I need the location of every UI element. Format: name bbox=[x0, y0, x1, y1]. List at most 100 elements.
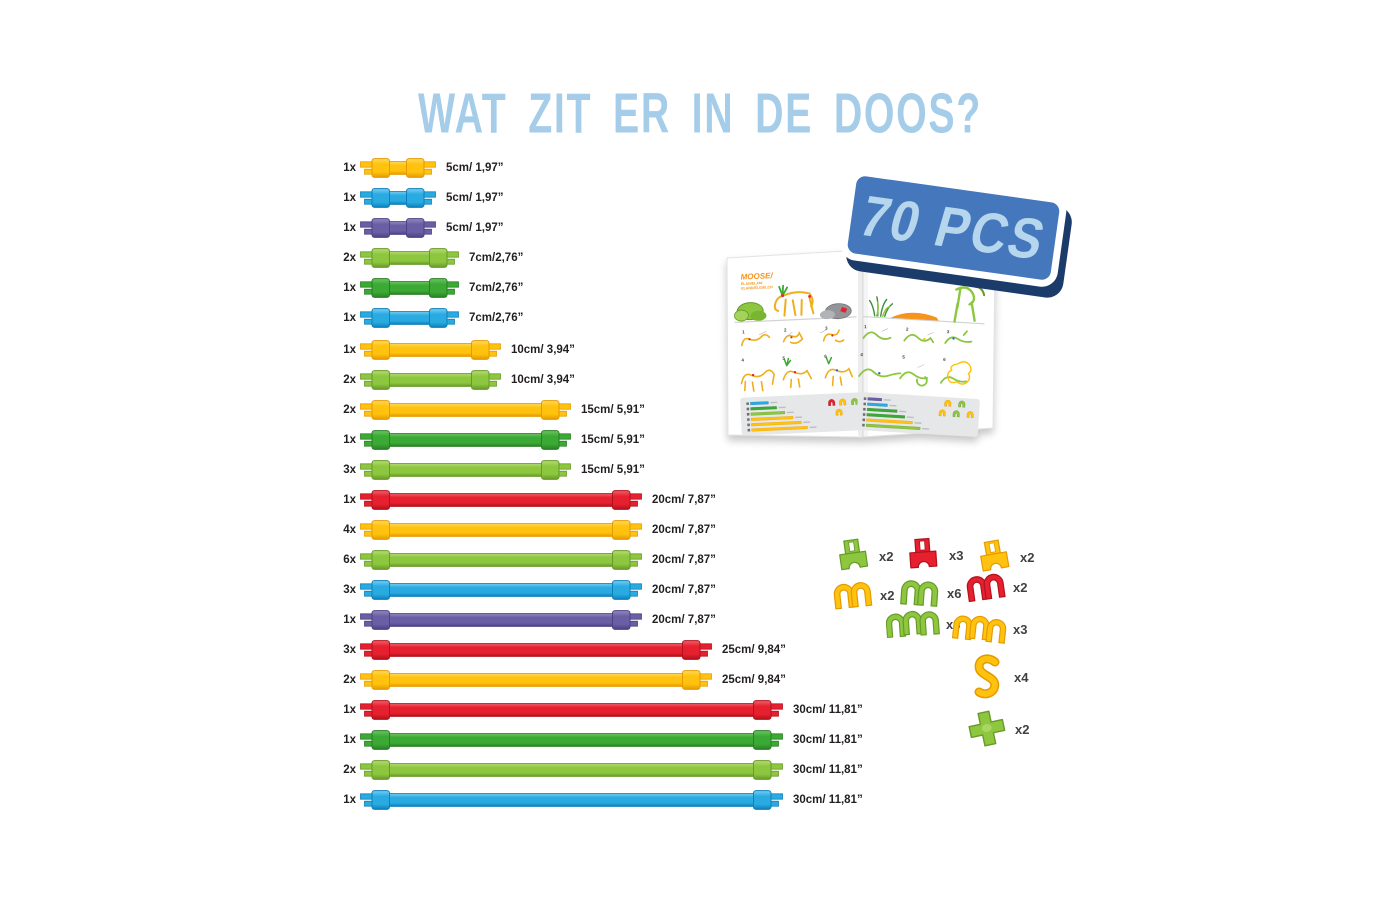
connector-item: x3 bbox=[951, 611, 1028, 647]
clip3-connector-icon bbox=[951, 615, 1007, 644]
rod-graphic-blue bbox=[360, 790, 783, 810]
rod-size-label: 15cm/ 5,91” bbox=[581, 464, 645, 476]
booklet-step-number: 6 bbox=[824, 354, 827, 359]
rod-size-label: 30cm/ 11,81” bbox=[793, 764, 863, 776]
booklet-step-number: 4 bbox=[860, 352, 863, 357]
rod-row: 1x 20cm/ 7,87” bbox=[332, 610, 716, 630]
booklet-subtitle: ELAND/ELG/ELCH bbox=[741, 285, 773, 290]
booklet-graphic: MOOSE/ ELAN/ELAN/ELAND/ELG/ELCH bbox=[726, 249, 996, 438]
rocks-illustration bbox=[819, 303, 852, 320]
booklet-step-number: 5 bbox=[902, 355, 905, 360]
rod-size-label: 20cm/ 7,87” bbox=[652, 584, 716, 596]
connector-quantity: x4 bbox=[1014, 669, 1029, 685]
rod-graphic-yellow bbox=[360, 670, 712, 690]
booklet-spine-shadow bbox=[858, 250, 863, 437]
piece-count-text: 70 PCS bbox=[853, 183, 1054, 273]
rod-quantity: 1x bbox=[343, 192, 356, 204]
booklet-step-number: 2 bbox=[784, 328, 787, 333]
connector-quantity: x2 bbox=[1015, 721, 1030, 737]
rod-row: 1x 5cm/ 1,97” bbox=[332, 218, 504, 238]
rod-size-label: 25cm/ 9,84” bbox=[722, 674, 786, 686]
rod-graphic-yellow bbox=[360, 520, 642, 540]
page-title: WAT ZIT ER IN DE DOOS? bbox=[418, 83, 982, 146]
booklet-right-step-numbers: 1 2 3 4 5 6 bbox=[860, 324, 950, 362]
connector-item: x2 bbox=[832, 577, 894, 613]
rod-graphic-yellow bbox=[360, 400, 571, 420]
rod-row: 6x 20cm/ 7,87” bbox=[332, 550, 716, 570]
rod-graphic-lightgreen bbox=[360, 248, 459, 268]
rod-size-label: 7cm/2,76” bbox=[469, 282, 524, 294]
rod-row: 3x 15cm/ 5,91” bbox=[332, 460, 645, 480]
rod-row: 1x 10cm/ 3,94” bbox=[332, 340, 575, 360]
rod-size-label: 10cm/ 3,94” bbox=[511, 374, 575, 386]
connector-quantity: x2 bbox=[879, 548, 894, 564]
rod-row: 4x 20cm/ 7,87” bbox=[332, 520, 716, 540]
connector-quantity: x6 bbox=[947, 585, 962, 601]
booklet-step-number: 5 bbox=[782, 356, 785, 361]
rod-row: 2x 30cm/ 11,81” bbox=[332, 760, 863, 780]
tee-connector-icon bbox=[909, 537, 938, 569]
rod-quantity: 1x bbox=[343, 434, 356, 446]
rod-quantity: 2x bbox=[343, 252, 356, 264]
rod-size-label: 15cm/ 5,91” bbox=[581, 434, 645, 446]
green-figure-illustration bbox=[953, 285, 986, 323]
rod-size-label: 30cm/ 11,81” bbox=[793, 734, 863, 746]
booklet-right-steps-art bbox=[858, 328, 973, 387]
connector-item: x2 bbox=[965, 708, 1029, 750]
rod-quantity: 1x bbox=[343, 614, 356, 626]
booklet-left-parts-bars bbox=[746, 398, 859, 432]
rod-quantity: 3x bbox=[343, 464, 356, 476]
rod-quantity: 6x bbox=[343, 554, 356, 566]
clip2-connector-icon bbox=[833, 582, 873, 610]
rod-graphic-green bbox=[360, 730, 783, 750]
rod-graphic-lightgreen bbox=[360, 460, 571, 480]
booklet-step-number: 6 bbox=[943, 357, 946, 362]
booklet-step-number: 1 bbox=[742, 329, 745, 334]
connector-item: x2 bbox=[974, 537, 1034, 577]
rod-quantity: 1x bbox=[343, 282, 356, 294]
rod-graphic-green bbox=[360, 278, 459, 298]
bush-illustration bbox=[733, 302, 767, 322]
booklet-left-step-numbers: 1 2 3 4 5 6 bbox=[741, 326, 828, 363]
rod-quantity: 1x bbox=[343, 312, 356, 324]
connector-item: x2 bbox=[833, 536, 893, 576]
clip3-connector-icon bbox=[885, 610, 940, 639]
connector-item: x2 bbox=[965, 569, 1027, 605]
rod-graphic-lightgreen bbox=[360, 760, 783, 780]
connector-quantity: x3 bbox=[1013, 621, 1028, 637]
tee-connector-icon bbox=[839, 538, 869, 571]
rod-graphic-red bbox=[360, 700, 783, 720]
rod-quantity: 2x bbox=[343, 674, 356, 686]
connector-quantity: x2 bbox=[1020, 549, 1035, 565]
rod-quantity: 1x bbox=[343, 734, 356, 746]
rod-size-label: 30cm/ 11,81” bbox=[793, 704, 863, 716]
rod-size-label: 20cm/ 7,87” bbox=[652, 554, 716, 566]
rod-size-label: 15cm/ 5,91” bbox=[581, 404, 645, 416]
booklet-step-number: 4 bbox=[741, 357, 744, 362]
rod-graphic-lightgreen bbox=[360, 550, 642, 570]
connector-item: x4 bbox=[966, 654, 1028, 700]
rod-size-label: 5cm/ 1,97” bbox=[446, 162, 504, 174]
connector-item: x6 bbox=[899, 575, 961, 611]
booklet-step-number: 2 bbox=[906, 327, 909, 332]
rod-quantity: 1x bbox=[343, 704, 356, 716]
booklet-step-number: 3 bbox=[825, 326, 828, 331]
rod-size-label: 20cm/ 7,87” bbox=[652, 494, 716, 506]
rod-graphic-lightgreen bbox=[360, 370, 501, 390]
rod-graphic-purple bbox=[360, 610, 642, 630]
tee-connector-icon bbox=[980, 539, 1010, 572]
rod-row: 1x 30cm/ 11,81” bbox=[332, 790, 863, 810]
rod-quantity: 4x bbox=[343, 524, 356, 536]
rod-graphic-blue bbox=[360, 308, 459, 328]
rod-quantity: 2x bbox=[343, 404, 356, 416]
rod-row: 2x 25cm/ 9,84” bbox=[332, 670, 786, 690]
rod-quantity: 1x bbox=[343, 162, 356, 174]
rod-size-label: 10cm/ 3,94” bbox=[511, 344, 575, 356]
rod-row: 1x 30cm/ 11,81” bbox=[332, 700, 863, 720]
connector-quantity: x2 bbox=[880, 587, 895, 603]
rod-row: 2x 7cm/2,76” bbox=[332, 248, 523, 268]
connector-quantity: x2 bbox=[1013, 579, 1028, 595]
connector-item: x3 bbox=[903, 535, 963, 575]
booklet-subtitles: ELAN/ELAN/ELAND/ELG/ELCH bbox=[741, 281, 773, 291]
